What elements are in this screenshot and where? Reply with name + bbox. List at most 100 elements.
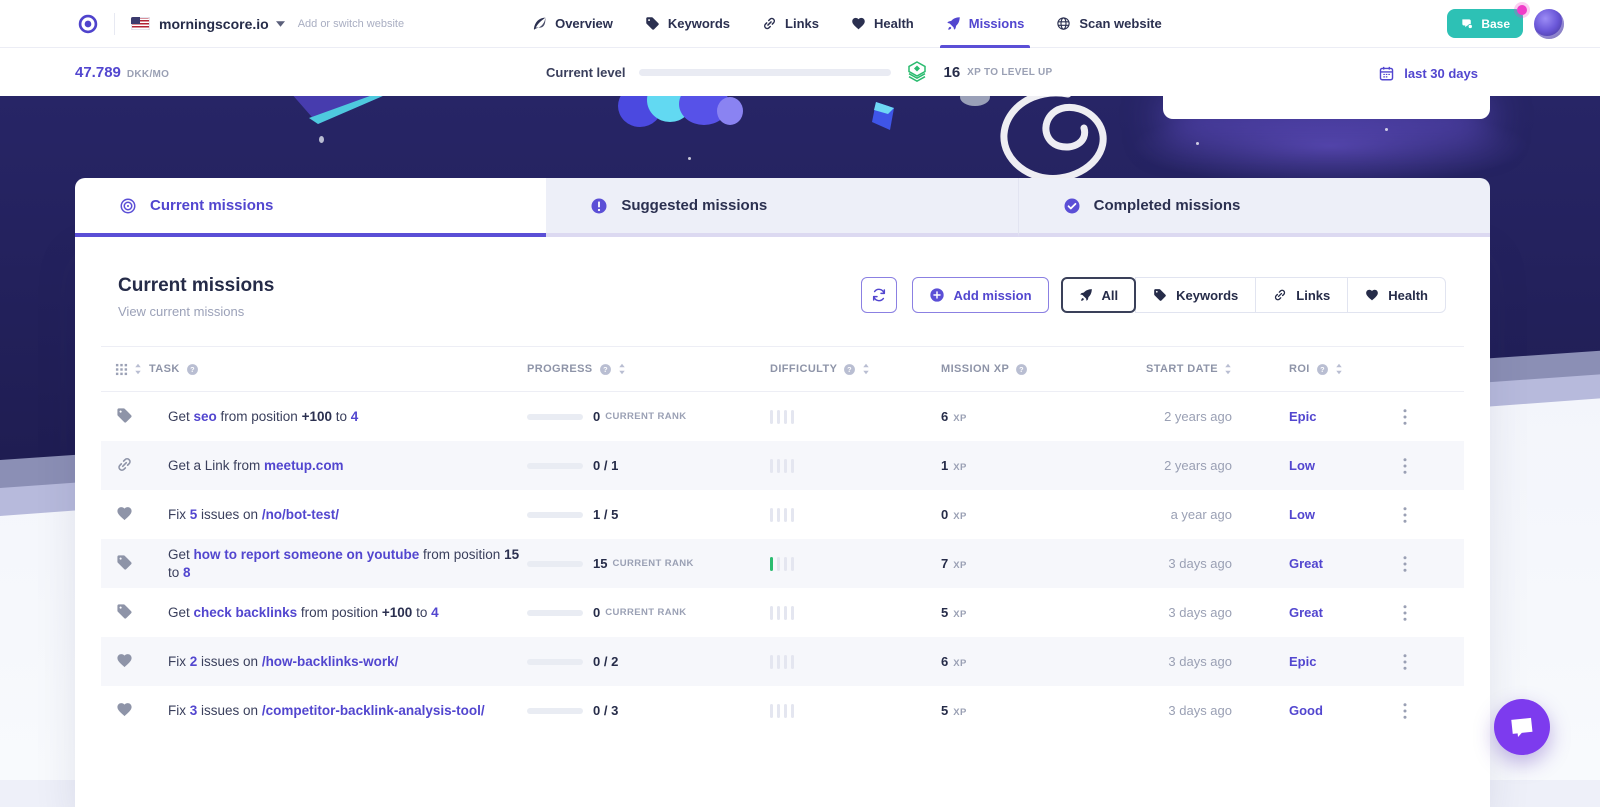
header-cell: PROGRESS? [527,363,770,376]
traffic-value-number: 47.789 [75,64,121,81]
filter-links[interactable]: Links [1255,277,1348,313]
mission-type-cell [101,554,149,574]
row-menu-button[interactable] [1394,504,1416,526]
difficulty-bar [777,557,780,571]
avatar[interactable] [1534,9,1564,39]
tab-label: Current missions [150,197,273,214]
xp-unit-label: XP [953,511,966,522]
sort-icon[interactable] [134,363,142,375]
sort-icon[interactable] [1335,363,1343,375]
task-link[interactable]: /competitor-backlink-analysis-tool/ [262,703,485,718]
tab-current-missions[interactable]: Current missions [75,178,546,237]
xp-value: 7 [941,556,948,571]
table-rows: Get seo from position +100 to 4 0 CURRENT … [101,392,1464,735]
nav-item-keywords[interactable]: Keywords [645,0,730,48]
sparkle-dot [1385,128,1388,131]
mission-actions [1372,651,1464,673]
question-circle-icon[interactable]: ? [1015,363,1028,376]
sort-icon[interactable] [862,363,870,375]
mission-roi: Low [1232,507,1372,522]
task-text: to [332,409,351,424]
tab-completed-missions[interactable]: Completed missions [1018,178,1490,237]
mission-row[interactable]: Fix 3 issues on /competitor-backlink-ana… [101,686,1464,735]
progress-unit: CURRENT RANK [605,411,686,422]
progress-track [527,512,583,518]
task-link[interactable]: seo [194,409,217,424]
date-range-button[interactable]: last 30 days [1378,58,1478,88]
site-switcher-hint[interactable]: Add or switch website [298,18,404,30]
chat-widget-button[interactable] [1494,699,1550,755]
question-circle-icon[interactable]: ? [843,363,856,376]
row-menu-button[interactable] [1394,700,1416,722]
add-mission-button[interactable]: Add mission [912,277,1049,313]
progress-unit: CURRENT RANK [605,607,686,618]
sort-icon[interactable] [618,363,626,375]
row-menu-button[interactable] [1394,455,1416,477]
mission-progress: 0 CURRENT RANK [527,605,770,620]
row-menu-button[interactable] [1394,406,1416,428]
nav-item-health[interactable]: Health [851,0,914,48]
mission-row[interactable]: Fix 2 issues on /how-backlinks-work/0 / … [101,637,1464,686]
heart-icon [101,701,133,718]
nav-item-overview[interactable]: Overview [532,0,613,48]
filter-label: Health [1388,288,1428,303]
sort-icon[interactable] [1224,363,1232,375]
row-menu-button[interactable] [1394,651,1416,673]
difficulty-bar [791,606,794,620]
task-link[interactable]: how to report someone on youtube [194,547,420,562]
mission-task: Get seo from position +100 to 4 [149,408,527,426]
filter-keywords[interactable]: Keywords [1135,277,1256,313]
difficulty-bar [777,606,780,620]
task-link[interactable]: /no/bot-test/ [262,507,339,522]
morningscore-logo-icon [78,14,98,34]
task-text: Fix [168,703,190,718]
mission-progress: 0 / 2 [527,654,770,669]
question-circle-icon[interactable]: ? [599,363,612,376]
filter-health[interactable]: Health [1347,277,1446,313]
chevron-down-icon[interactable] [276,21,285,27]
difficulty-bar [784,606,787,620]
difficulty-bar [770,655,773,669]
tag-icon [101,407,133,424]
tab-suggested-missions[interactable]: Suggested missions [546,178,1017,237]
panel-body: Current missions View current missions A… [75,237,1490,807]
mission-task: Fix 3 issues on /competitor-backlink-ana… [149,702,527,720]
mission-row[interactable]: Get check backlinks from position +100 t… [101,588,1464,637]
nav-item-missions[interactable]: Missions [946,0,1025,48]
mission-row[interactable]: Get how to report someone on youtube fro… [101,539,1464,588]
refresh-button[interactable] [861,277,897,313]
mission-progress: 0 / 3 [527,703,770,718]
task-text: from position [419,547,504,562]
question-circle-icon[interactable]: ? [1316,363,1329,376]
task-link[interactable]: /how-backlinks-work/ [262,654,399,669]
task-link[interactable]: check backlinks [194,605,298,620]
base-button[interactable]: Base [1447,9,1523,38]
nav-item-scan-website[interactable]: Scan website [1056,0,1161,48]
site-name[interactable]: morningscore.io [159,16,269,32]
filter-all[interactable]: All [1061,277,1137,313]
task-link[interactable]: 8 [183,565,191,580]
panel-title-block: Current missions View current missions [118,275,274,319]
task-link[interactable]: meetup.com [264,458,344,473]
sparkle-dot [688,157,691,160]
task-text: issues on [197,654,262,669]
nav-item-links[interactable]: Links [762,0,819,48]
difficulty-bar [777,508,780,522]
task-link[interactable]: 4 [431,605,439,620]
mission-actions [1372,406,1464,428]
link-icon [101,456,133,473]
row-menu-button[interactable] [1394,553,1416,575]
task-link[interactable]: 4 [351,409,359,424]
question-circle-icon[interactable]: ? [186,363,199,376]
progress-value: 15 [593,556,607,571]
task-text: Get [168,409,194,424]
progress-value: 0 [593,605,600,620]
row-menu-button[interactable] [1394,602,1416,624]
xp-value: 0 [941,507,948,522]
